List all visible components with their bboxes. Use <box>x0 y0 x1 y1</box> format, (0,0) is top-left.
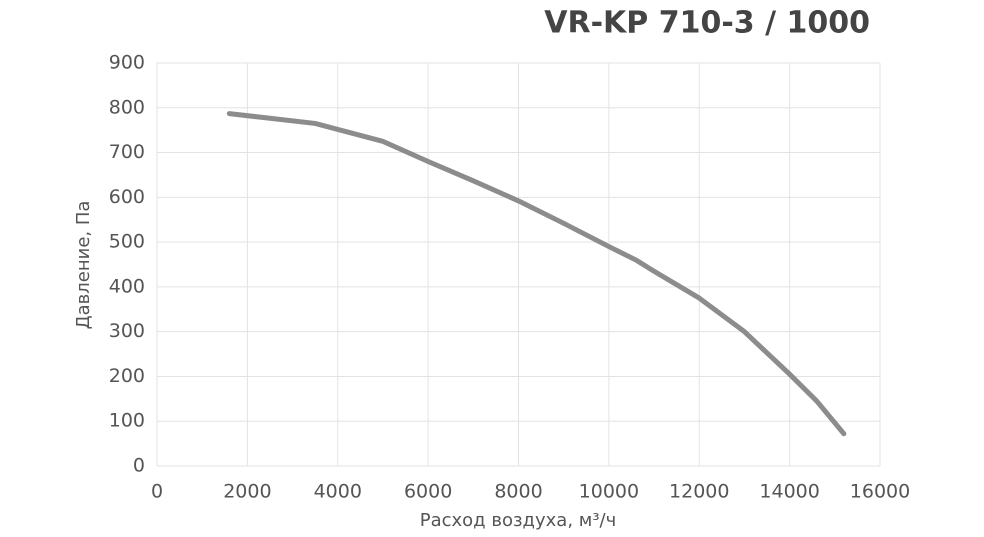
y-tick-label: 400 <box>109 275 145 297</box>
x-tick-label: 14000 <box>759 481 819 503</box>
x-tick-label: 2000 <box>223 481 271 503</box>
y-axis-label: Давление, Па <box>73 201 94 330</box>
x-tick-label: 6000 <box>404 481 452 503</box>
y-tick-label: 500 <box>109 231 145 253</box>
y-tick-label: 100 <box>109 410 145 432</box>
x-tick-label: 12000 <box>669 481 729 503</box>
x-tick-label: 10000 <box>579 481 639 503</box>
y-tick-label: 700 <box>109 141 145 163</box>
y-tick-label: 200 <box>109 365 145 387</box>
y-tick-label: 300 <box>109 320 145 342</box>
y-tick-label: 900 <box>109 52 145 74</box>
y-tick-label: 600 <box>109 186 145 208</box>
x-tick-label: 0 <box>151 481 163 503</box>
x-tick-label: 16000 <box>850 481 910 503</box>
y-tick-label: 0 <box>133 455 145 477</box>
x-tick-label: 4000 <box>314 481 362 503</box>
x-tick-label: 8000 <box>494 481 542 503</box>
data-line <box>226 111 847 437</box>
x-axis-label: Расход воздуха, м³/ч <box>420 510 617 531</box>
y-tick-label: 800 <box>109 96 145 118</box>
chart-title: VR-KP 710-3 / 1000 <box>544 6 870 41</box>
